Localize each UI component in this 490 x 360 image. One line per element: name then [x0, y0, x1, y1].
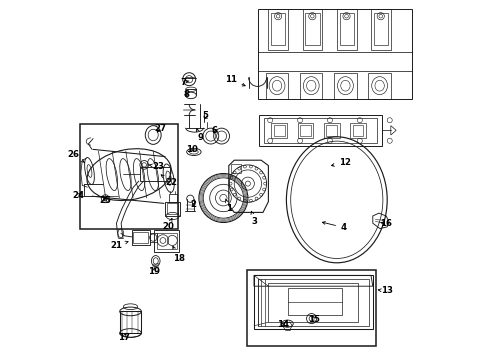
Bar [297, 122, 314, 139]
Text: 1: 1 [225, 199, 233, 213]
Text: 7: 7 [180, 77, 189, 86]
Bar [264, 118, 377, 143]
Text: 11: 11 [224, 76, 245, 86]
Bar [288, 288, 342, 315]
Text: 18: 18 [173, 246, 185, 263]
Bar [337, 9, 357, 50]
Text: 16: 16 [380, 219, 392, 228]
Bar [305, 13, 319, 45]
Bar [334, 73, 357, 99]
Bar [169, 194, 176, 202]
Bar [140, 167, 170, 181]
Text: 2: 2 [191, 200, 196, 209]
Bar [167, 203, 178, 214]
Text: 5: 5 [202, 111, 208, 120]
Bar [231, 164, 241, 173]
Bar [165, 202, 180, 216]
Text: 3: 3 [251, 211, 258, 226]
Text: 13: 13 [378, 287, 393, 295]
Bar [259, 115, 382, 146]
Bar [271, 122, 287, 139]
Bar [326, 125, 337, 136]
Bar [247, 270, 376, 346]
Text: 8: 8 [183, 90, 189, 99]
Text: 9: 9 [196, 129, 203, 142]
Text: 24: 24 [73, 191, 85, 199]
Text: 25: 25 [99, 197, 111, 205]
Bar [300, 125, 311, 136]
Bar [258, 279, 369, 326]
Bar [274, 125, 285, 136]
Bar [254, 275, 373, 329]
Bar [157, 233, 177, 249]
Bar [266, 73, 288, 99]
Bar [271, 13, 285, 45]
Text: 26: 26 [67, 150, 84, 162]
Bar [269, 9, 288, 50]
Bar [324, 122, 340, 139]
Bar [303, 9, 322, 50]
Bar [154, 230, 179, 252]
Bar [374, 13, 388, 45]
Text: 20: 20 [162, 219, 174, 231]
Bar [80, 124, 178, 229]
Bar [132, 230, 149, 245]
Bar [368, 73, 391, 99]
Bar [269, 283, 358, 322]
Bar [120, 311, 141, 333]
Bar [340, 13, 354, 45]
Bar [353, 125, 364, 136]
Text: 17: 17 [118, 333, 130, 342]
Text: 27: 27 [154, 124, 167, 133]
Text: 21: 21 [110, 241, 128, 250]
Bar [300, 73, 322, 99]
Bar [133, 232, 148, 243]
Bar [350, 122, 366, 139]
Text: 22: 22 [161, 175, 177, 187]
Text: 23: 23 [149, 162, 164, 171]
Text: 15: 15 [308, 315, 320, 324]
Text: 19: 19 [148, 266, 160, 276]
Text: 6: 6 [211, 126, 218, 135]
Text: 4: 4 [322, 222, 347, 232]
Text: 14: 14 [277, 320, 289, 329]
Bar [371, 9, 391, 50]
Text: 12: 12 [331, 158, 351, 167]
Text: 10: 10 [187, 145, 198, 154]
Bar [149, 233, 157, 242]
